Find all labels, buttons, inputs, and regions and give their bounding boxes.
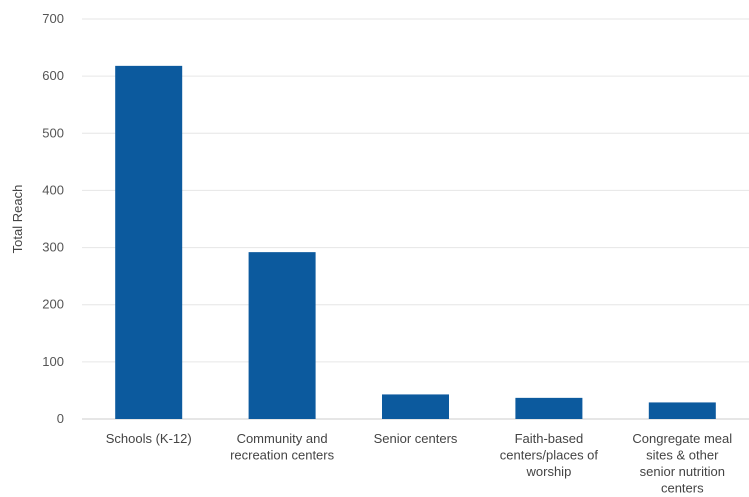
y-axis-ticks: 0 100 200 300 400 500 600 700 — [42, 11, 64, 426]
x-tick-label: Community and recreation centers — [230, 431, 335, 463]
bar — [382, 394, 449, 419]
bar — [115, 65, 183, 419]
x-tick-label-line: Community and — [237, 431, 328, 446]
x-tick-label-line: recreation centers — [230, 448, 335, 463]
x-tick-label-line: centers — [661, 481, 704, 496]
gridlines — [82, 18, 749, 420]
y-tick-label: 0 — [57, 411, 64, 426]
y-tick-label: 300 — [42, 240, 64, 255]
x-tick-label: Congregate meal sites & other senior nutri… — [632, 431, 732, 496]
bar — [515, 397, 583, 419]
y-tick-label: 100 — [42, 354, 64, 369]
y-axis-title: Total Reach — [10, 185, 25, 254]
x-tick-label-line: sites & other — [646, 448, 719, 463]
x-tick-label: Senior centers — [374, 431, 458, 446]
y-tick-label: 200 — [42, 297, 64, 312]
bar — [248, 252, 316, 419]
x-tick-label-line: Congregate meal — [632, 431, 732, 446]
bars — [115, 65, 716, 419]
y-tick-label: 600 — [42, 68, 64, 83]
x-tick-label: Schools (K-12) — [106, 431, 192, 446]
x-tick-label-line: worship — [526, 464, 572, 479]
x-tick-label-line: Schools (K-12) — [106, 431, 192, 446]
y-tick-label: 400 — [42, 182, 64, 197]
x-tick-label-line: centers/places of — [500, 448, 599, 463]
bar — [648, 402, 716, 419]
x-tick-label: Faith-based centers/places of worship — [500, 431, 599, 479]
y-tick-label: 500 — [42, 125, 64, 140]
x-axis-labels: Schools (K-12) Community and recreation ce… — [106, 431, 733, 496]
x-tick-label-line: Senior centers — [374, 431, 458, 446]
x-tick-label-line: Faith-based — [515, 431, 584, 446]
y-tick-label: 700 — [42, 11, 64, 26]
x-tick-label-line: senior nutrition — [640, 464, 725, 479]
